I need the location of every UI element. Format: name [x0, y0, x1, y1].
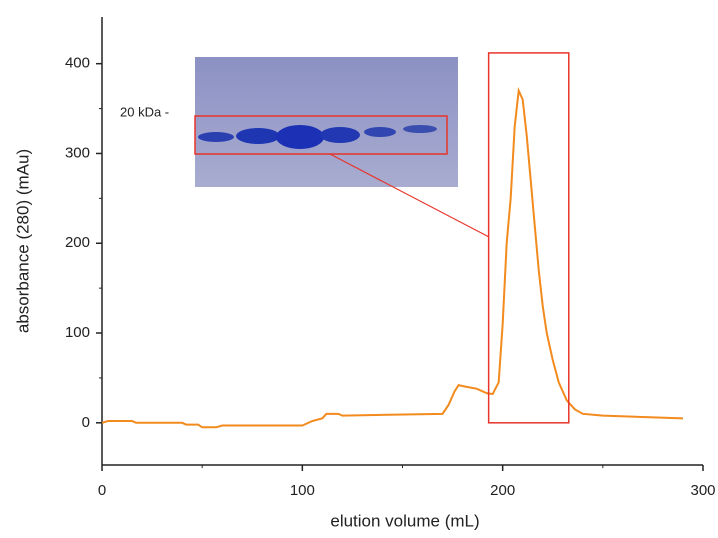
- y-tick-label: 400: [65, 55, 90, 72]
- y-tick-label: 100: [65, 324, 90, 341]
- chromatogram-line: [101, 86, 684, 429]
- gel-inset: 20 kDa -: [120, 57, 490, 238]
- x-tick-label: 300: [690, 482, 715, 499]
- y-tick-label: 300: [65, 144, 90, 161]
- x-axis-title: elution volume (mL): [330, 511, 479, 530]
- y-tick-label: 0: [82, 414, 90, 431]
- x-tick-label: 0: [98, 482, 106, 499]
- x-tick-label: 100: [290, 482, 315, 499]
- y-axis-title: absorbance (280) (mAu): [13, 149, 32, 333]
- inset-label: 20 kDa -: [120, 104, 169, 119]
- y-tick-label: 200: [65, 234, 90, 251]
- x-tick-label: 200: [490, 482, 515, 499]
- highlight-box: [487, 52, 570, 424]
